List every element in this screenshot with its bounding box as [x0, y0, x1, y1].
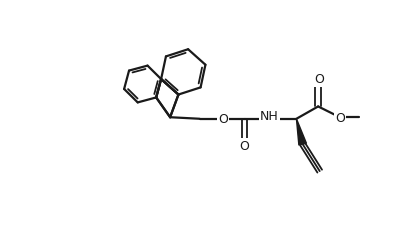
Polygon shape [296, 119, 306, 146]
Text: O: O [314, 73, 324, 86]
Text: NH: NH [260, 110, 279, 123]
Text: O: O [218, 113, 228, 126]
Text: O: O [239, 140, 249, 153]
Text: O: O [335, 111, 345, 124]
